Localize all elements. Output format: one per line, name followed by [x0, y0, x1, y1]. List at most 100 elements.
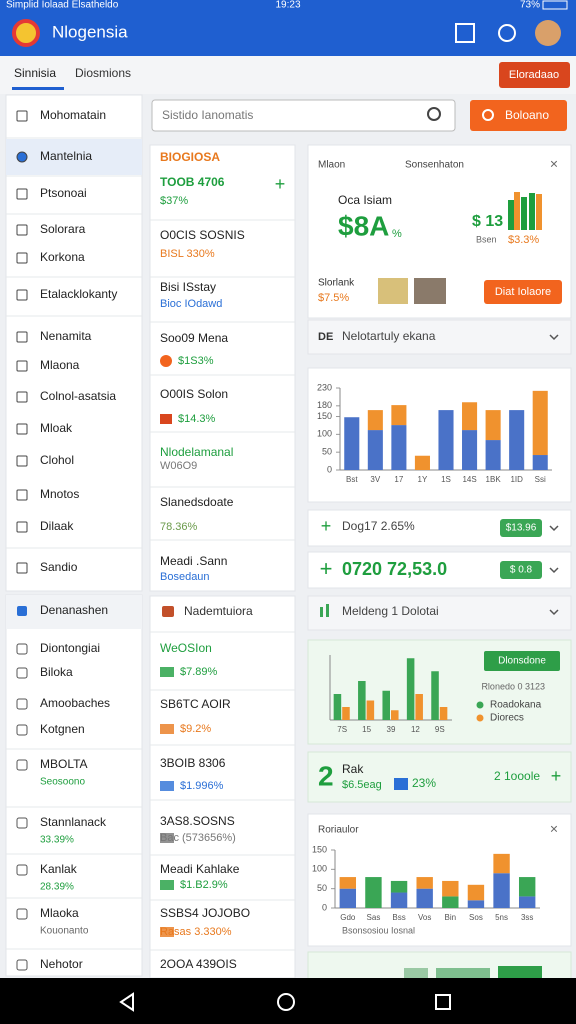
tab[interactable]: Sinnisia	[14, 66, 56, 80]
bar	[339, 888, 357, 908]
nav-item[interactable]: Ptsonoai	[40, 186, 87, 200]
chevron[interactable]	[549, 609, 559, 616]
accordion[interactable]	[307, 595, 572, 631]
chevron[interactable]	[549, 334, 559, 341]
list-title[interactable]: O0CIS SOSNIS	[160, 228, 245, 242]
list-title[interactable]: Meadi .Sann	[160, 554, 227, 568]
tab[interactable]: Diosmions	[75, 66, 131, 80]
nav-icon	[16, 391, 28, 403]
label: 23%	[412, 776, 436, 790]
list-title[interactable]: Soo09 Mena	[160, 331, 228, 345]
add-icon: +	[321, 516, 332, 536]
nav-item[interactable]: Clohol	[40, 453, 74, 467]
chevron[interactable]	[549, 567, 559, 574]
button[interactable]	[484, 651, 560, 671]
avatar[interactable]	[535, 20, 561, 46]
add-icon: +	[275, 174, 286, 194]
tab-indicator	[12, 87, 64, 90]
section-icon	[162, 606, 174, 617]
nav-item[interactable]: Nenamita	[40, 329, 92, 343]
status-icon	[160, 833, 174, 843]
button[interactable]	[484, 280, 562, 304]
button[interactable]	[499, 62, 570, 88]
sparkline-bar	[521, 197, 527, 230]
list-title[interactable]: O00IS Solon	[160, 387, 228, 401]
list-title[interactable]: Nlodelamanal	[160, 445, 233, 459]
x-tick-label: 1ID	[510, 475, 523, 484]
nav-item[interactable]: Biloka	[40, 665, 73, 679]
nav-item[interactable]: Kotgnen	[40, 722, 85, 736]
nav-icon	[16, 667, 28, 679]
label: Oca Isiam	[338, 193, 392, 207]
nav-item[interactable]: Mloak	[40, 421, 73, 435]
back-button[interactable]	[119, 992, 134, 1012]
bar	[439, 707, 448, 720]
bar	[390, 892, 408, 908]
nav-item[interactable]: Korkona	[40, 250, 85, 264]
list-title[interactable]: Bisi ISstay	[160, 280, 216, 294]
nav-item[interactable]: Mlaona	[40, 358, 80, 372]
list-title[interactable]: WeOSIon	[160, 641, 212, 655]
icon-button[interactable]	[498, 24, 516, 42]
nav-item[interactable]: MBOLTA	[40, 757, 88, 771]
x-tick-label: Bss	[392, 913, 405, 922]
x-tick-label: 17	[394, 475, 403, 484]
nav-item[interactable]: Sandio	[40, 560, 78, 574]
list-title[interactable]: Slanedsdoate	[160, 495, 234, 509]
nav-item[interactable]: Diontongiai	[40, 641, 100, 655]
y-tick-label: 230	[317, 382, 332, 392]
nav-item[interactable]: Colnol-asatsia	[40, 389, 116, 403]
nav-item[interactable]: Mantelnia	[40, 149, 92, 163]
nav-item[interactable]: Nehotor	[40, 957, 83, 971]
list-title[interactable]: SB6TC AOIR	[160, 697, 231, 711]
bar	[462, 402, 478, 431]
x-tick-label: 39	[387, 725, 396, 734]
nav-icon	[16, 423, 28, 435]
label: 2 1ooole	[494, 769, 540, 783]
section-header: Nademtuiora	[184, 604, 253, 618]
nav-item[interactable]: Stannlanack	[40, 815, 107, 829]
badge	[500, 519, 542, 537]
icon-button[interactable]	[455, 23, 475, 43]
nav-item[interactable]: Kanlak	[40, 862, 78, 876]
accordion-icon	[320, 607, 323, 617]
sparkline-bar	[514, 192, 520, 230]
list-title[interactable]: 2OOA 439OIS	[160, 957, 237, 971]
search-button[interactable]	[470, 100, 567, 131]
nav-icon	[17, 606, 27, 616]
bar	[333, 694, 342, 720]
close-icon[interactable]: ×	[550, 156, 558, 172]
chevron[interactable]	[549, 525, 559, 532]
y-tick-label: 50	[322, 447, 332, 457]
status-icon	[160, 781, 174, 791]
list-title[interactable]: TOOB 4706	[160, 175, 225, 189]
bar	[467, 884, 485, 901]
accordion[interactable]	[307, 319, 572, 355]
list-sub: $9.2%	[180, 723, 211, 735]
home-button[interactable]	[277, 993, 295, 1011]
sparkline-bar	[536, 194, 542, 230]
nav-item[interactable]: Etalacklokanty	[40, 287, 117, 301]
x-tick-label: Sos	[469, 913, 483, 922]
recents-button[interactable]	[435, 994, 451, 1010]
legend-swatch	[476, 714, 484, 722]
list-title[interactable]: 3BOIB 8306	[160, 756, 226, 770]
list-title[interactable]: 3AS8.SOSNS	[160, 814, 235, 828]
nav-item[interactable]: Mohomatain	[40, 108, 106, 122]
add-icon[interactable]: +	[551, 766, 562, 786]
bar	[431, 671, 439, 720]
status-icon	[160, 414, 172, 424]
nav-item[interactable]: Dilaak	[40, 519, 74, 533]
search-input[interactable]	[151, 99, 456, 132]
nav-item[interactable]: Mlaoka	[40, 906, 79, 920]
bar	[391, 405, 407, 426]
x-tick-label: 14S	[462, 475, 476, 484]
nav-item[interactable]: Mnotos	[40, 487, 79, 501]
nav-item[interactable]: Solorara	[40, 222, 86, 236]
x-tick-label: 7S	[337, 725, 347, 734]
bar	[342, 707, 350, 720]
list-title[interactable]: SSBS4 JOJOBO	[160, 906, 250, 920]
list-title[interactable]: Meadi Kahlake	[160, 862, 240, 876]
close-icon[interactable]: ×	[550, 821, 558, 837]
nav-item[interactable]: Amoobaches	[40, 696, 110, 710]
